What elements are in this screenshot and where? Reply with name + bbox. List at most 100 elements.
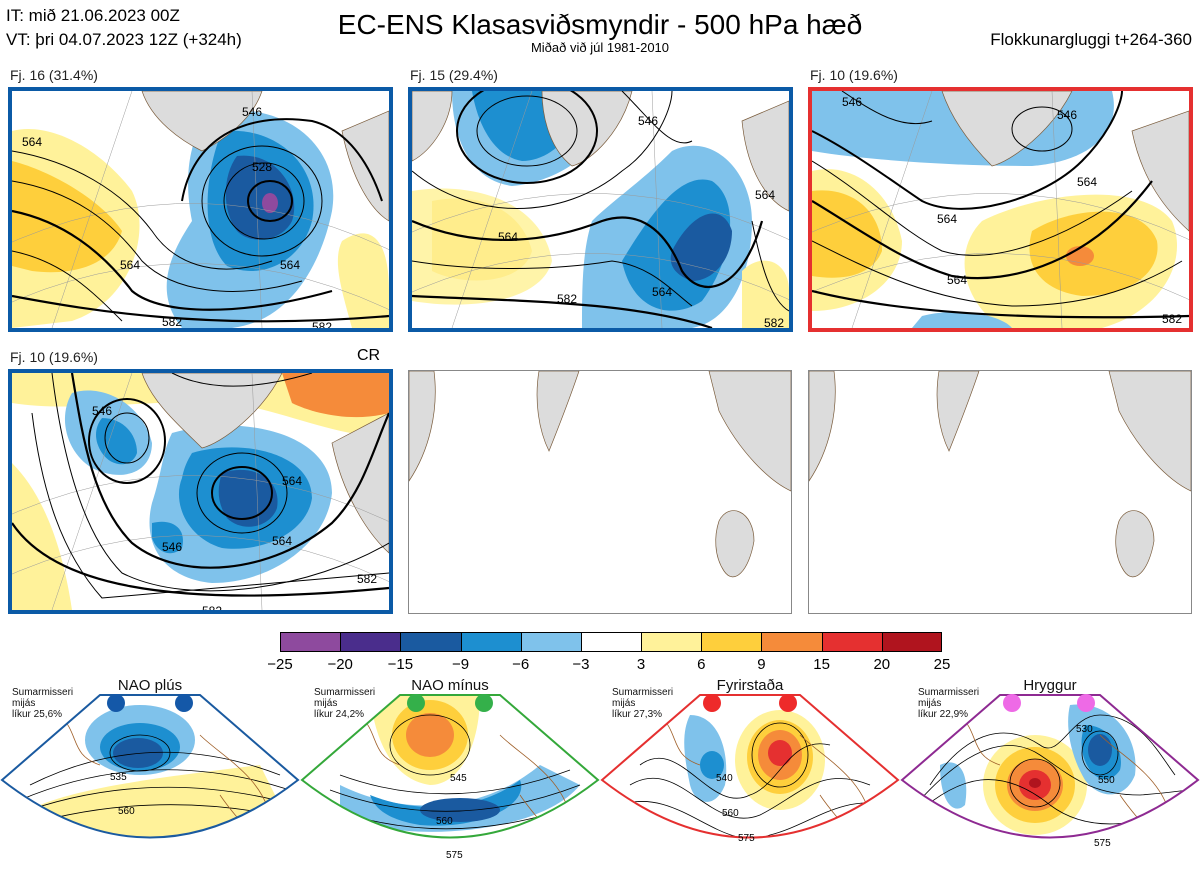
colorbar-segment	[280, 632, 341, 652]
colorbar-tick-label: 9	[757, 656, 766, 673]
height-contours	[812, 91, 1189, 319]
panel-3-label: Fj. 10 (19.6%)	[810, 67, 898, 83]
graticule	[412, 91, 789, 328]
regime-title: NAO plús	[117, 677, 183, 694]
colorbar-tick-label: −3	[572, 656, 590, 673]
regime-mode: mijás	[612, 698, 636, 709]
regime-title: Fyrirstaða	[716, 677, 784, 694]
colorbar-segment	[460, 632, 521, 652]
graticule	[812, 91, 1189, 328]
regime-info: Sumarmisseri mijás líkur 27,3%	[612, 687, 673, 720]
contour-label-5: 564	[1077, 175, 1097, 189]
valid-time: VT: þri 04.07.2023 12Z (+324h)	[6, 30, 242, 49]
contour-label-1: 546	[242, 105, 262, 119]
land-mask	[409, 371, 791, 578]
height-contours	[12, 373, 389, 599]
cluster-map-5-empty	[408, 370, 792, 614]
regime-mode: mijás	[918, 698, 942, 709]
regime-nao-minus: 545 560 575 NAO mínus Sumarmisseri mijás…	[300, 675, 600, 871]
contour-label-3: 564	[22, 135, 42, 149]
regime-season: Sumarmisseri	[918, 687, 980, 698]
regime-season: Sumarmisseri	[612, 687, 674, 698]
colorbar-tick-label: −6	[512, 656, 530, 673]
colorbar-segment	[520, 632, 581, 652]
contour-label-3: 564	[282, 474, 302, 488]
cluster-map-3: 546 546 564 564 564 582	[808, 87, 1193, 332]
regime-contour-label: 560	[722, 808, 739, 819]
regime-season: Sumarmisseri	[12, 687, 74, 698]
regime-probability: líkur 27,3%	[612, 709, 663, 720]
regime-contour-label: 530	[1076, 724, 1093, 735]
contour-label-6: 582	[202, 604, 222, 610]
regime-nao-plus: 535 560 NAO plús Sumarmisseri mijás líku…	[0, 675, 300, 871]
height-contours	[412, 91, 789, 328]
land-mask	[412, 91, 789, 212]
contour-label-1: 546	[842, 95, 862, 109]
regime-probability: líkur 25,6%	[12, 709, 63, 720]
regime-probability: líkur 22,9%	[918, 709, 969, 720]
contour-label-5: 564	[755, 188, 775, 202]
graticule	[12, 373, 389, 610]
panel-2-label: Fj. 15 (29.4%)	[410, 67, 498, 83]
colorbar-tick-label: 20	[873, 656, 891, 673]
contour-label-4: 582	[557, 292, 577, 306]
issue-time: IT: mið 21.06.2023 00Z	[6, 6, 180, 25]
classification-window: Flokkunargluggi t+264-360	[990, 30, 1192, 49]
colorbar-tick-label: −15	[387, 656, 414, 673]
colorbar-tick-label: 6	[697, 656, 706, 673]
land-mask	[941, 91, 1189, 232]
contour-label-2: 546	[162, 540, 182, 554]
regime-probability: líkur 24,2%	[314, 709, 365, 720]
anomaly-colorbar	[280, 632, 942, 652]
cluster-map-2: 546 564 564 582 564 582	[408, 87, 793, 332]
regime-title: NAO mínus	[411, 677, 489, 694]
contour-label-4: 564	[947, 273, 967, 287]
colorbar-segment	[400, 632, 461, 652]
weather-regimes: 535 560 NAO plús Sumarmisseri mijás líku…	[0, 675, 1200, 871]
colorbar-tick-label: 25	[933, 656, 951, 673]
regime-contour-label: 560	[118, 806, 135, 817]
contour-label-5: 582	[162, 315, 182, 328]
anomaly-fill	[12, 109, 389, 328]
colorbar-tick-label: 15	[813, 656, 830, 673]
contour-label-2: 564	[498, 230, 518, 244]
regime-mode: mijás	[12, 698, 36, 709]
panel-1-label: Fj. 16 (31.4%)	[10, 67, 98, 83]
regime-blocking: 540 560 575 Fyrirstaða Sumarmisseri mijá…	[600, 675, 900, 871]
page-subtitle: Miðað við júl 1981-2010	[530, 40, 670, 55]
regime-info: Sumarmisseri mijás líkur 22,9%	[918, 687, 979, 720]
panel-4-label: Fj. 10 (19.6%)	[10, 349, 98, 365]
colorbar-segment	[881, 632, 942, 652]
regime-contour-label: 575	[446, 850, 463, 861]
regime-info: Sumarmisseri mijás líkur 24,2%	[314, 687, 375, 720]
colorbar-segment	[701, 632, 762, 652]
contour-label-4: 564	[272, 534, 292, 548]
regime-season: Sumarmisseri	[314, 687, 376, 698]
contour-label-4: 564	[120, 258, 140, 272]
colorbar-tick-label: 3	[636, 656, 646, 673]
land-mask	[809, 371, 1191, 578]
regime-mode: mijás	[314, 698, 338, 709]
panel-4-tag: CR	[357, 347, 381, 364]
regime-contour-label: 560	[436, 816, 453, 827]
header-times: IT: mið 21.06.2023 00Z VT: þri 04.07.202…	[6, 4, 242, 52]
cluster-map-6-empty	[808, 370, 1192, 614]
contour-label-6: 582	[312, 320, 332, 328]
colorbar-tick-label: −9	[451, 656, 470, 673]
height-contours	[12, 118, 389, 323]
regime-contour-label: 535	[110, 772, 127, 783]
colorbar-segment	[340, 632, 401, 652]
contour-label-3: 564	[652, 285, 672, 299]
regime-contour-label: 550	[1098, 775, 1115, 786]
regime-info: Sumarmisseri mijás líkur 25,6%	[12, 687, 73, 720]
colorbar-tick-label: −20	[327, 656, 353, 673]
regime-title: Hryggur	[1023, 677, 1077, 694]
contour-label-1: 546	[92, 404, 112, 418]
contour-label-3: 564	[937, 212, 957, 226]
colorbar-segment	[821, 632, 882, 652]
contour-label-6: 582	[1162, 312, 1182, 326]
colorbar-segment	[641, 632, 702, 652]
regime-ridge: 530 550 575 Hryggur Sumarmisseri mijás l…	[900, 675, 1200, 871]
contour-label-7: 564	[280, 258, 300, 272]
page-title: EC-ENS Klasasviðsmyndir - 500 hPa hæð	[337, 9, 863, 40]
